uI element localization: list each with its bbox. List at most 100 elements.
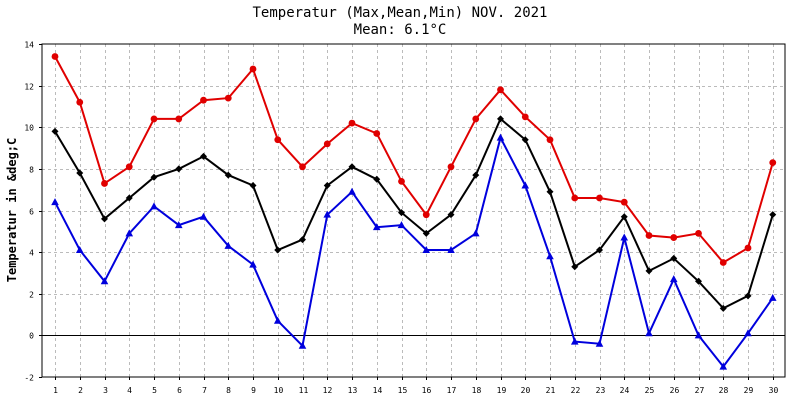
data-point (75, 246, 84, 254)
data-point (769, 211, 777, 219)
data-point (496, 133, 505, 141)
data-point (175, 165, 183, 173)
x-tick-label: 11 (299, 386, 309, 395)
y-tick-label: 2 (29, 291, 34, 300)
data-point (596, 246, 603, 254)
y-tick-label: 10 (24, 124, 34, 133)
data-point (471, 229, 480, 237)
data-point (497, 86, 504, 94)
data-point (546, 136, 554, 144)
data-point (150, 173, 158, 181)
data-point (199, 212, 208, 220)
data-point (101, 180, 108, 187)
data-point (299, 236, 306, 244)
data-point (125, 229, 134, 237)
data-point (125, 163, 133, 171)
data-point (769, 159, 777, 167)
x-tick-label: 14 (373, 386, 383, 395)
x-tick-label: 17 (447, 386, 457, 395)
y-tick-label: -2 (24, 374, 34, 383)
x-tick-label: 28 (719, 386, 729, 395)
data-point (472, 171, 480, 179)
x-tick-label: 24 (620, 386, 630, 395)
data-point (694, 331, 703, 339)
x-tick-label: 4 (127, 386, 132, 395)
x-tick-label: 9 (251, 386, 256, 395)
data-point (447, 246, 455, 254)
data-point (546, 188, 554, 196)
data-point (398, 209, 405, 217)
x-tick-label: 27 (695, 386, 705, 395)
data-point (571, 194, 579, 202)
y-tick-label: 6 (29, 208, 34, 217)
y-tick-label: 0 (29, 332, 34, 341)
data-point (298, 341, 307, 349)
data-point (76, 98, 84, 106)
data-point (51, 53, 59, 60)
data-point (150, 115, 158, 123)
x-tick-label: 18 (472, 386, 482, 395)
data-point (150, 202, 158, 210)
data-point (249, 65, 257, 73)
x-tick-label: 5 (152, 386, 157, 395)
data-point (348, 187, 356, 195)
series-line-0 (54, 56, 774, 264)
data-point (274, 246, 282, 254)
x-tick-label: 29 (744, 386, 754, 395)
y-tick-label: 14 (24, 41, 34, 50)
data-point (645, 267, 653, 275)
data-point (521, 113, 529, 121)
data-point (521, 136, 529, 144)
data-point (373, 175, 381, 183)
data-point (719, 362, 728, 370)
data-point (719, 259, 727, 266)
data-point (101, 215, 108, 223)
data-point (125, 194, 133, 202)
x-tick-label: 1 (53, 386, 58, 395)
data-point (422, 229, 430, 237)
data-point (497, 115, 504, 123)
data-point (571, 263, 579, 271)
data-point (422, 211, 430, 219)
x-tick-label: 6 (177, 386, 182, 395)
x-tick-label: 21 (546, 386, 556, 395)
x-tick-label: 30 (769, 386, 779, 395)
data-point (373, 130, 381, 137)
data-point (249, 182, 257, 190)
x-tick-label: 23 (596, 386, 606, 395)
data-point (695, 229, 702, 237)
data-point (224, 94, 232, 102)
x-tick-label: 20 (521, 386, 531, 395)
series-line-2 (54, 134, 774, 369)
y-tick-label: 4 (29, 249, 34, 258)
x-tick-label: 19 (497, 386, 507, 395)
data-point (744, 292, 752, 300)
data-point (719, 304, 727, 312)
data-point (645, 329, 653, 337)
data-point (51, 127, 59, 135)
data-point (397, 221, 406, 229)
data-point (200, 152, 207, 160)
chart-title-block: Temperatur (Max,Mean,Min) NOV. 2021 Mean… (0, 5, 800, 39)
data-point (224, 171, 232, 179)
data-point (273, 316, 282, 324)
data-point (546, 252, 554, 260)
series-line-1 (54, 117, 774, 310)
data-point (200, 96, 207, 104)
data-point (744, 244, 752, 252)
data-point (595, 339, 604, 347)
x-tick-label: 15 (398, 386, 408, 395)
y-tick-label: 8 (29, 166, 34, 175)
data-point (447, 211, 455, 219)
x-tick-label: 2 (78, 386, 83, 395)
y-tick-label: 12 (24, 83, 34, 92)
x-tick-label: 25 (645, 386, 655, 395)
data-point (249, 260, 257, 268)
data-point (323, 140, 331, 148)
data-point (323, 210, 332, 218)
data-point (372, 223, 381, 231)
series-layer (51, 53, 777, 370)
